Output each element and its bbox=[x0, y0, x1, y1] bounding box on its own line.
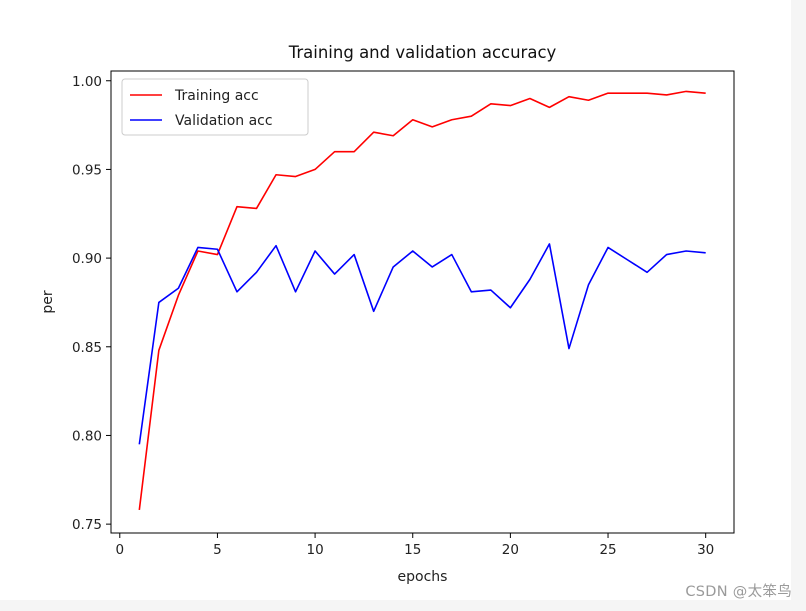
chart-figure: Training and validation accuracy 0 5 10 15 2… bbox=[40, 43, 735, 585]
y-tick-label: 0.80 bbox=[72, 428, 102, 444]
y-tick-label: 0.90 bbox=[72, 251, 102, 267]
chart-title: Training and validation accuracy bbox=[288, 43, 557, 62]
plot-frame bbox=[110, 70, 735, 534]
y-tick-label: 0.95 bbox=[72, 162, 102, 178]
x-tick-label: 30 bbox=[697, 542, 714, 558]
x-tick-label: 15 bbox=[404, 542, 421, 558]
y-tick-label: 1.00 bbox=[72, 74, 102, 90]
legend-label-training: Training acc bbox=[174, 88, 259, 104]
series-line-training bbox=[138, 90, 706, 511]
x-tick-label: 5 bbox=[213, 542, 222, 558]
x-tick-label: 20 bbox=[502, 542, 519, 558]
legend: Training acc Validation acc bbox=[121, 78, 309, 136]
watermark: CSDN @太笨鸟 bbox=[685, 584, 792, 600]
x-tick-label: 10 bbox=[306, 542, 323, 558]
y-tick-label: 0.75 bbox=[72, 517, 102, 533]
x-tick-label: 0 bbox=[115, 542, 124, 558]
y-axis-title: per bbox=[40, 290, 56, 314]
axis-ticks: 0 5 10 15 20 25 30 0.75 0.80 0.85 0.90 0.95 1.00 bbox=[72, 74, 714, 558]
x-tick-label: 25 bbox=[599, 542, 616, 558]
legend-box bbox=[121, 78, 309, 136]
y-tick-label: 0.85 bbox=[72, 340, 102, 356]
series-line-validation bbox=[138, 243, 706, 445]
legend-label-validation: Validation acc bbox=[175, 113, 273, 129]
series-lines bbox=[138, 90, 706, 511]
accuracy-chart: Training and validation accuracy 0 5 10 15 2… bbox=[40, 43, 735, 585]
x-axis-title: epochs bbox=[398, 569, 448, 585]
